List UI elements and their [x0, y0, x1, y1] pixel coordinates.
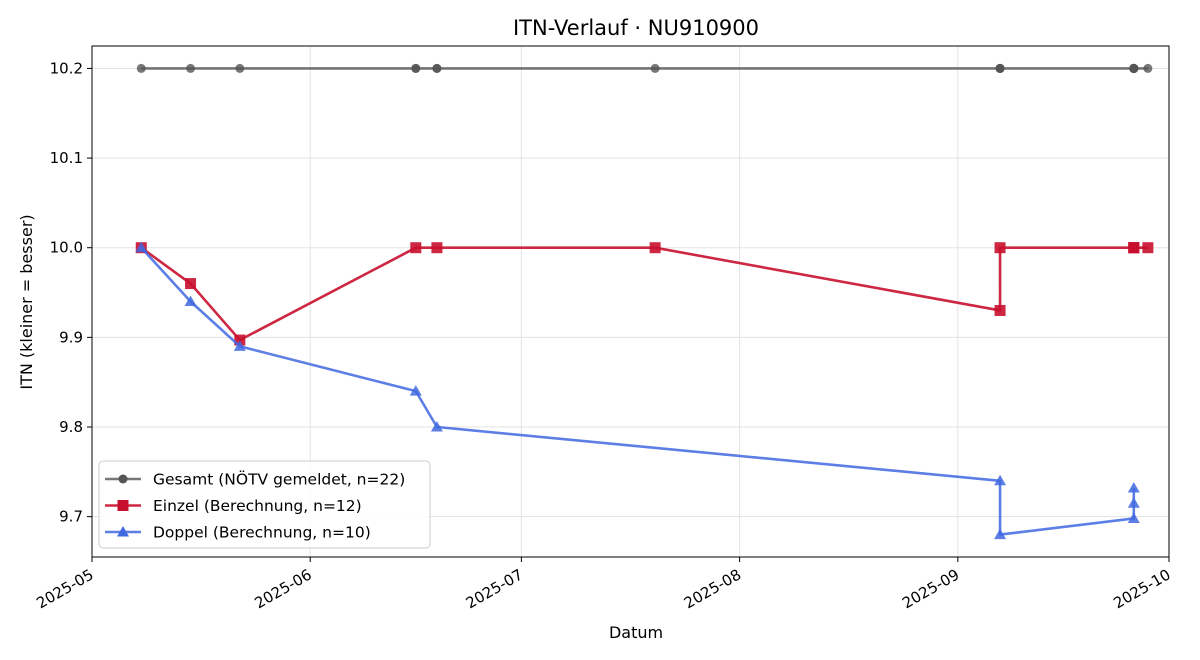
data-point: [184, 295, 197, 306]
data-point: [430, 421, 443, 432]
data-point: [186, 63, 196, 73]
y-tick-label: 9.7: [59, 508, 83, 526]
legend-label: Einzel (Berechnung, n=12): [153, 497, 362, 515]
data-point: [185, 278, 197, 290]
series-group: [136, 63, 1153, 73]
data-point: [432, 63, 442, 73]
data-point: [650, 63, 660, 73]
data-point: [1127, 497, 1140, 508]
data-point: [1127, 512, 1140, 523]
legend-item: Einzel (Berechnung, n=12): [105, 497, 362, 515]
y-tick-label: 9.8: [59, 418, 83, 436]
data-point: [1127, 481, 1140, 493]
data-point: [994, 304, 1006, 316]
legend-marker: [117, 500, 129, 511]
data-point: [649, 242, 661, 254]
data-point: [410, 242, 422, 254]
y-tick-label: 10.2: [50, 59, 83, 77]
y-tick-label: 9.9: [59, 328, 83, 346]
series-layer: [135, 63, 1154, 540]
data-point: [1142, 242, 1154, 254]
series-group: [135, 242, 1154, 346]
data-point: [994, 474, 1007, 486]
legend-box: [98, 460, 431, 549]
data-point: [1128, 242, 1140, 254]
x-axis-title: Datum: [609, 623, 663, 642]
y-tick-label: 10.1: [50, 149, 83, 167]
legend-label: Gesamt (NÖTV gemeldet, n=22): [153, 470, 405, 489]
chart-title: ITN-Verlauf · NU910900: [513, 16, 759, 40]
legend-item: Doppel (Berechnung, n=10): [105, 524, 371, 542]
data-point: [235, 63, 245, 73]
series-line: [140, 246, 1136, 536]
y-tick-label: 10.0: [50, 239, 83, 257]
data-point: [234, 334, 246, 346]
data-point: [233, 340, 246, 351]
legend-label: Doppel (Berechnung, n=10): [153, 524, 371, 542]
data-point: [1143, 63, 1153, 73]
data-point: [994, 528, 1007, 540]
legend: Gesamt (NÖTV gemeldet, n=22) Einzel (Bere…: [98, 460, 431, 549]
plot-frame: [91, 45, 1170, 558]
data-point: [1129, 63, 1139, 73]
y-axis-title: ITN (kleiner = besser): [17, 214, 36, 389]
data-point: [994, 242, 1006, 254]
data-point: [411, 63, 421, 73]
data-point: [431, 242, 443, 254]
data-point: [136, 63, 146, 73]
legend-marker: [117, 526, 129, 537]
legend-marker: [118, 474, 128, 484]
data-point: [135, 241, 148, 253]
data-point: [409, 385, 422, 396]
data-point: [995, 63, 1005, 73]
series-line: [140, 246, 1148, 342]
series-group: [135, 241, 1140, 540]
legend-item: Gesamt (NÖTV gemeldet, n=22): [105, 470, 405, 489]
